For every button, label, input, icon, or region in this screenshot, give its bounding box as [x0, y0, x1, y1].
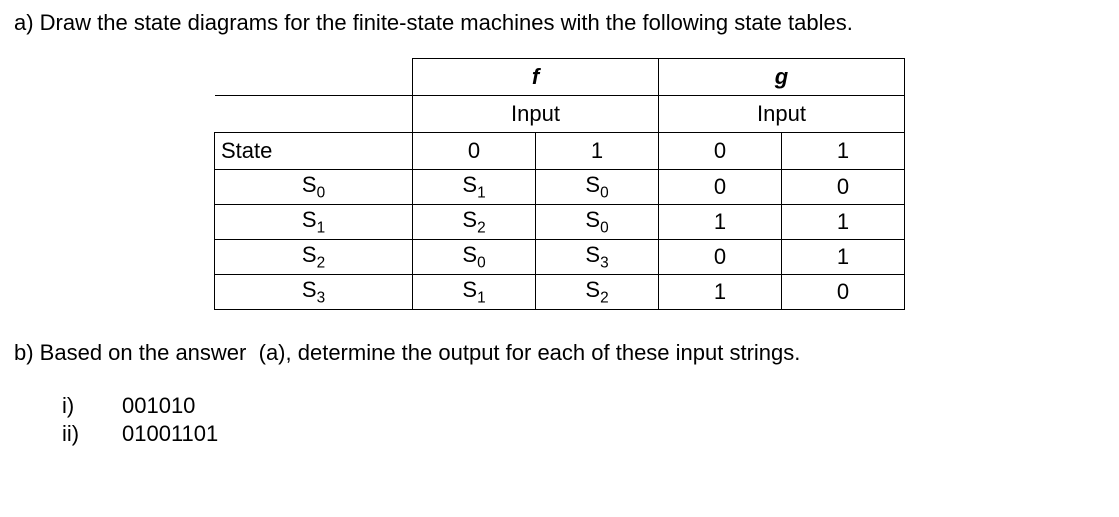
- cell-state-sub: 0: [317, 184, 326, 201]
- header-g: g: [659, 59, 905, 96]
- cell-f1: S0: [536, 205, 659, 240]
- header-state: State: [215, 133, 413, 170]
- state-table: f g Input Input State 0 1 0 1 S0S1S000S1…: [214, 58, 1105, 310]
- header-blank-2: [215, 96, 413, 133]
- cell-g0: 1: [659, 275, 782, 310]
- cell-f0: S0: [413, 240, 536, 275]
- header-g-input: Input: [659, 96, 905, 133]
- input-strings-list: i)001010ii)01001101: [62, 392, 1105, 447]
- cell-state-sub: 3: [317, 289, 326, 306]
- header-f-input: Input: [413, 96, 659, 133]
- part-a-prompt: a) Draw the state diagrams for the finit…: [14, 10, 1105, 36]
- cell-f1-base: S: [585, 207, 600, 232]
- header-f: f: [413, 59, 659, 96]
- cell-state-base: S: [302, 242, 317, 267]
- cell-f1-sub: 0: [600, 184, 609, 201]
- header-g-0: 0: [659, 133, 782, 170]
- table-header-row-3: State 0 1 0 1: [215, 133, 905, 170]
- table-row: S1S2S011: [215, 205, 905, 240]
- cell-f0-base: S: [462, 242, 477, 267]
- cell-f0-sub: 1: [477, 184, 486, 201]
- table-header-row-2: Input Input: [215, 96, 905, 133]
- list-item-value: 01001101: [122, 420, 218, 448]
- cell-f1: S3: [536, 240, 659, 275]
- list-item: ii)01001101: [62, 420, 1105, 448]
- cell-f0-base: S: [462, 172, 477, 197]
- cell-f0-sub: 1: [477, 289, 486, 306]
- cell-g0: 0: [659, 240, 782, 275]
- header-f-1: 1: [536, 133, 659, 170]
- cell-f0: S1: [413, 275, 536, 310]
- table-header-row-1: f g: [215, 59, 905, 96]
- cell-state: S0: [215, 170, 413, 205]
- part-b-before: b) Based on the answer: [14, 340, 246, 365]
- header-g-1: 1: [782, 133, 905, 170]
- list-item-value: 001010: [122, 392, 195, 420]
- cell-state-base: S: [302, 172, 317, 197]
- cell-state-base: S: [302, 277, 317, 302]
- header-blank: [215, 59, 413, 96]
- cell-state-base: S: [302, 207, 317, 232]
- cell-f0-sub: 2: [477, 219, 486, 236]
- cell-f1: S0: [536, 170, 659, 205]
- cell-f0-base: S: [462, 277, 477, 302]
- cell-f1-sub: 0: [600, 219, 609, 236]
- cell-f0-base: S: [462, 207, 477, 232]
- cell-g1: 1: [782, 240, 905, 275]
- cell-f0: S1: [413, 170, 536, 205]
- part-b-prompt: b) Based on the answer (a), determine th…: [14, 340, 1105, 366]
- cell-f1-sub: 3: [600, 254, 609, 271]
- cell-state: S2: [215, 240, 413, 275]
- header-f-0: 0: [413, 133, 536, 170]
- table-row: S2S0S301: [215, 240, 905, 275]
- cell-f0: S2: [413, 205, 536, 240]
- cell-g0: 0: [659, 170, 782, 205]
- cell-f1-base: S: [585, 277, 600, 302]
- cell-g1: 1: [782, 205, 905, 240]
- cell-f1-base: S: [585, 242, 600, 267]
- cell-f1: S2: [536, 275, 659, 310]
- cell-g0: 1: [659, 205, 782, 240]
- cell-f1-base: S: [585, 172, 600, 197]
- table-row: S0S1S000: [215, 170, 905, 205]
- cell-f1-sub: 2: [600, 289, 609, 306]
- cell-state: S3: [215, 275, 413, 310]
- cell-g1: 0: [782, 275, 905, 310]
- list-item-label: i): [62, 392, 122, 420]
- list-item: i)001010: [62, 392, 1105, 420]
- cell-state-sub: 1: [317, 219, 326, 236]
- cell-state-sub: 2: [317, 254, 326, 271]
- table-row: S3S1S210: [215, 275, 905, 310]
- cell-f0-sub: 0: [477, 254, 486, 271]
- cell-state: S1: [215, 205, 413, 240]
- cell-g1: 0: [782, 170, 905, 205]
- list-item-label: ii): [62, 420, 122, 448]
- part-b-mid: (a), determine the output for each of th…: [259, 340, 801, 365]
